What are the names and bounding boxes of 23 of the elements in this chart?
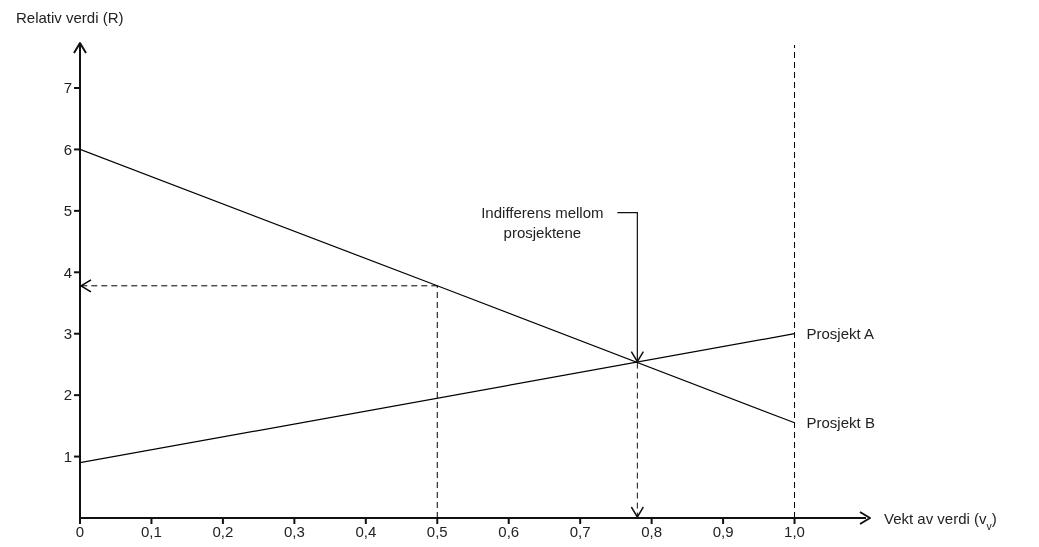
- y-tick-label: 4: [63, 263, 72, 281]
- x-tick-label: 0,5: [426, 522, 448, 540]
- x-axis-title: Vekt av verdi (v$_{v}$): [884, 510, 997, 532]
- series-label: Prosjekt B: [806, 413, 875, 431]
- y-axis-title: Relativ verdi (R): [16, 9, 124, 26]
- y-tick-label: 6: [63, 140, 72, 158]
- x-tick-label: 0,4: [355, 522, 377, 540]
- x-tick-label: 1,0: [784, 522, 805, 540]
- x-tick-label: 0,8: [641, 522, 663, 540]
- x-tick-label: 0,6: [498, 522, 520, 540]
- y-tick-label: 3: [63, 325, 72, 343]
- annotation: Indifferens mellom prosjektene: [481, 203, 604, 241]
- x-tick-label: 0,9: [712, 522, 734, 540]
- y-tick-label: 1: [63, 447, 72, 465]
- x-tick-label: 0: [75, 522, 85, 540]
- x-tick-label: 0,7: [569, 522, 591, 540]
- x-tick-label: 0,2: [212, 522, 234, 540]
- y-tick-label: 2: [63, 386, 72, 404]
- x-tick-label: 0,1: [141, 522, 162, 540]
- series-label: Prosjekt A: [806, 324, 875, 342]
- y-tick-label: 7: [63, 79, 72, 97]
- y-tick-label: 5: [63, 202, 72, 220]
- x-tick-label: 0,3: [283, 522, 305, 540]
